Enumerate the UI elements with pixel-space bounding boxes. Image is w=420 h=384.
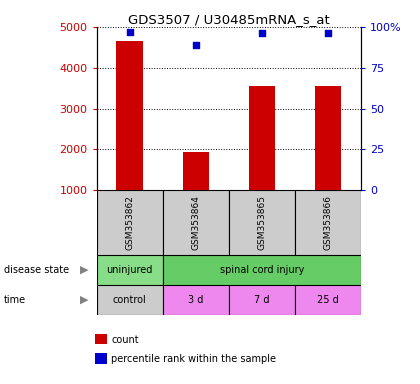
Bar [295,190,361,255]
Text: time: time [4,295,26,305]
Bar [163,255,361,285]
Bar [229,285,295,315]
Bar [97,285,163,315]
Text: GSM353865: GSM353865 [257,195,266,250]
Text: GSM353862: GSM353862 [125,195,134,250]
Title: GDS3507 / U30485mRNA_s_at: GDS3507 / U30485mRNA_s_at [128,13,330,26]
Point [325,30,331,36]
Text: 3 d: 3 d [188,295,204,305]
Bar [249,86,275,190]
Text: uninjured: uninjured [107,265,153,275]
Text: ▶: ▶ [80,265,88,275]
Text: count: count [111,335,139,345]
Point [126,29,133,35]
Bar [97,190,163,255]
Text: percentile rank within the sample: percentile rank within the sample [111,354,276,364]
Bar [97,255,163,285]
Text: spinal cord injury: spinal cord injury [220,265,304,275]
Text: control: control [113,295,147,305]
Text: 25 d: 25 d [317,295,339,305]
Text: 7 d: 7 d [254,295,270,305]
Point [259,30,265,36]
Bar [116,41,143,190]
Bar [183,152,209,190]
Bar [295,285,361,315]
Text: disease state: disease state [4,265,69,275]
Point [192,42,199,48]
Bar [163,190,229,255]
Bar [315,86,341,190]
Text: GSM353864: GSM353864 [192,195,200,250]
Text: GSM353866: GSM353866 [324,195,333,250]
Text: ▶: ▶ [80,295,88,305]
Bar [163,285,229,315]
Bar [229,190,295,255]
